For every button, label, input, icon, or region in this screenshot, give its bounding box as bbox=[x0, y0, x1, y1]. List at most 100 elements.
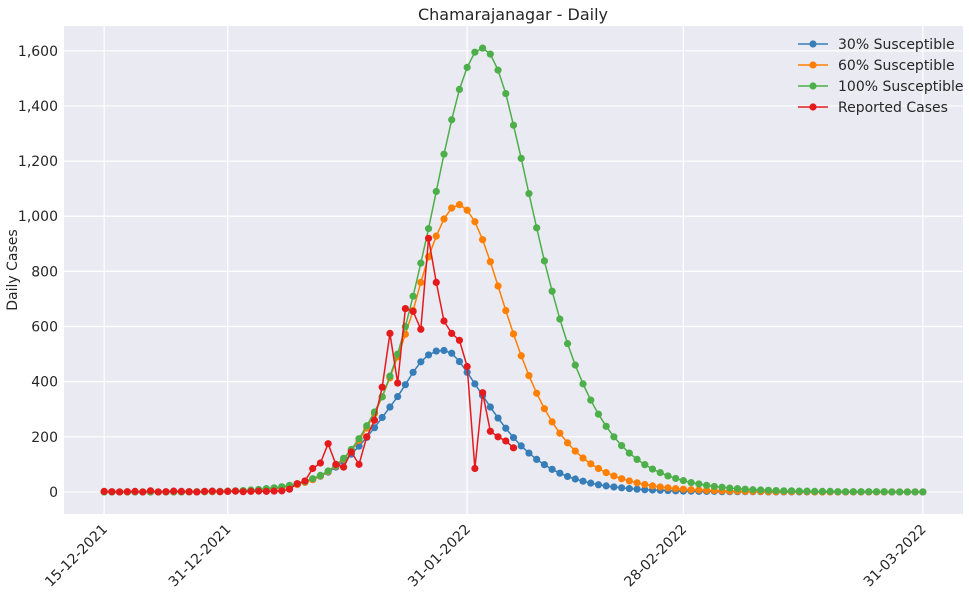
data-point bbox=[857, 488, 865, 496]
data-point bbox=[471, 218, 479, 226]
data-point bbox=[262, 487, 270, 495]
data-point bbox=[641, 461, 649, 469]
data-point bbox=[424, 351, 433, 359]
x-tick-label: 31-03-2022 bbox=[861, 522, 930, 591]
data-point bbox=[146, 487, 155, 495]
data-point bbox=[502, 89, 510, 98]
data-point bbox=[455, 336, 464, 344]
data-point bbox=[571, 361, 579, 369]
data-point bbox=[726, 484, 734, 492]
data-point bbox=[602, 469, 610, 477]
data-point bbox=[409, 307, 417, 315]
data-point bbox=[795, 487, 803, 495]
data-point bbox=[540, 257, 548, 265]
legend-swatch-marker bbox=[809, 82, 817, 90]
data-point bbox=[448, 116, 456, 124]
data-point bbox=[494, 282, 502, 290]
legend: 30% Susceptible 60% Susceptible 100% Susce… bbox=[798, 37, 964, 116]
data-point bbox=[224, 487, 232, 495]
x-axis-ticks: 15-12-2021 31-12-2021 31-01-2022 28-02-2022… bbox=[42, 522, 930, 591]
data-point bbox=[370, 424, 379, 432]
data-point bbox=[355, 460, 363, 468]
data-point bbox=[193, 488, 201, 496]
data-point bbox=[170, 487, 178, 495]
data-point bbox=[525, 190, 533, 198]
data-point bbox=[417, 358, 425, 366]
data-point bbox=[339, 463, 348, 471]
data-point bbox=[664, 484, 672, 492]
data-point bbox=[664, 472, 672, 480]
data-point bbox=[563, 472, 572, 481]
data-point bbox=[378, 413, 386, 422]
data-point bbox=[865, 488, 873, 496]
series-reported-cases bbox=[100, 234, 518, 496]
data-point bbox=[463, 206, 471, 214]
data-point bbox=[672, 485, 680, 493]
data-point bbox=[409, 368, 417, 376]
data-point bbox=[533, 389, 541, 397]
data-point bbox=[363, 433, 371, 441]
data-point bbox=[710, 482, 718, 491]
data-point bbox=[517, 352, 525, 360]
data-point bbox=[757, 486, 765, 494]
data-point bbox=[618, 484, 626, 492]
data-point bbox=[316, 471, 325, 479]
data-point bbox=[239, 488, 247, 496]
data-point bbox=[386, 372, 394, 380]
data-point bbox=[309, 475, 317, 483]
data-point bbox=[517, 442, 525, 450]
data-point bbox=[625, 477, 633, 485]
data-point bbox=[386, 403, 394, 411]
series-layer bbox=[100, 44, 927, 496]
data-point bbox=[818, 487, 827, 495]
data-point bbox=[324, 467, 332, 475]
data-point bbox=[471, 48, 479, 56]
data-point bbox=[540, 461, 548, 469]
data-point bbox=[455, 85, 464, 94]
data-point bbox=[548, 465, 556, 473]
data-point bbox=[772, 486, 780, 495]
y-tick-label: 1,600 bbox=[18, 44, 58, 60]
data-point bbox=[440, 346, 448, 355]
data-point bbox=[888, 488, 896, 496]
data-point bbox=[849, 488, 857, 496]
data-point bbox=[502, 424, 510, 432]
data-point bbox=[625, 449, 633, 457]
data-point bbox=[231, 487, 240, 495]
data-point bbox=[494, 66, 502, 74]
data-point bbox=[448, 349, 456, 357]
data-point bbox=[386, 329, 394, 338]
data-point bbox=[424, 234, 433, 242]
data-point bbox=[610, 472, 618, 480]
data-point bbox=[479, 389, 487, 397]
data-point bbox=[139, 488, 147, 496]
data-point bbox=[185, 488, 193, 496]
x-tick-label: 31-01-2022 bbox=[405, 522, 474, 591]
data-point bbox=[479, 236, 487, 244]
legend-swatch-marker bbox=[809, 40, 817, 48]
data-point bbox=[108, 488, 116, 496]
data-point bbox=[509, 330, 518, 338]
data-point bbox=[432, 232, 440, 240]
data-point bbox=[255, 487, 263, 495]
data-point bbox=[502, 306, 510, 315]
data-point bbox=[571, 475, 579, 483]
data-point bbox=[486, 427, 494, 435]
data-point bbox=[417, 278, 425, 287]
data-point bbox=[533, 455, 541, 464]
data-point bbox=[509, 434, 518, 442]
y-tick-label: 800 bbox=[31, 264, 58, 280]
data-point bbox=[702, 481, 711, 489]
data-point bbox=[695, 480, 703, 488]
data-point bbox=[417, 325, 425, 333]
data-point bbox=[687, 486, 695, 494]
data-point bbox=[679, 477, 688, 485]
data-point bbox=[610, 433, 618, 441]
data-point bbox=[509, 121, 518, 129]
data-point bbox=[424, 225, 433, 233]
data-point bbox=[625, 485, 633, 493]
data-point bbox=[533, 224, 541, 232]
data-point bbox=[100, 487, 108, 495]
data-point bbox=[641, 480, 649, 489]
